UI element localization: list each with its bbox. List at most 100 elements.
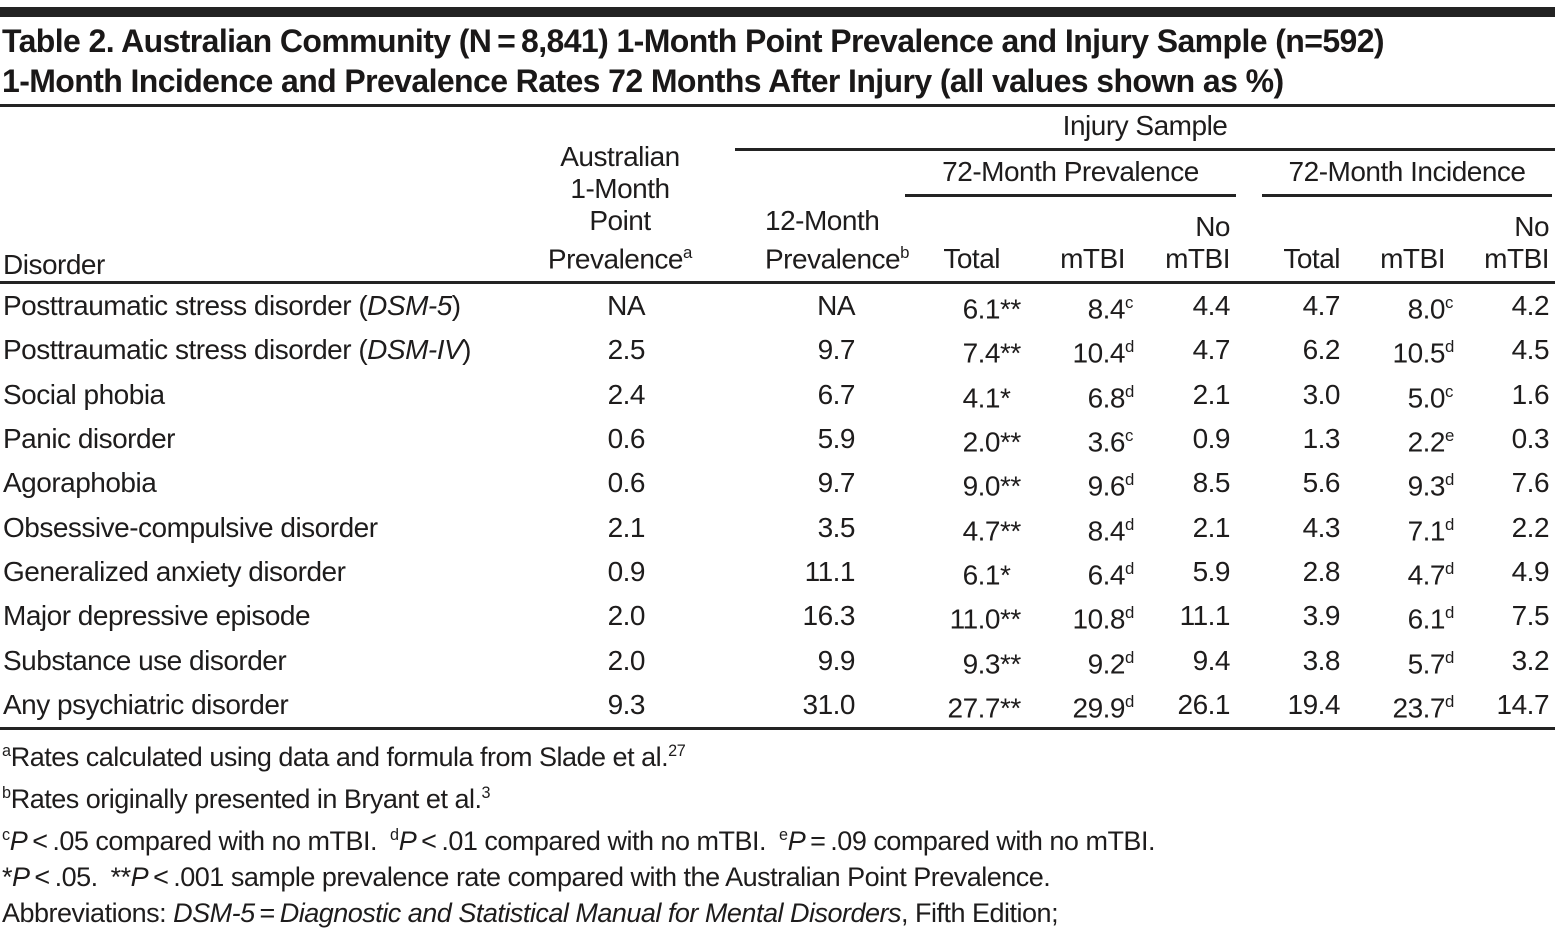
value-cell: 2.0 [607, 644, 646, 676]
value-cell: 2.4 [607, 378, 646, 410]
value-cell: 6.4d [1087, 558, 1135, 591]
value-cell: 2.8 [1302, 556, 1341, 588]
value-cell: NA [500, 281, 710, 329]
value-cell: 6.1** [861, 281, 1021, 329]
value-cell: 4.1* [962, 381, 1011, 413]
col-header-incidence-total: Total [1283, 243, 1340, 274]
disorder-cell: Any psychiatric disorder [0, 682, 500, 731]
col-header-prevalence-no-mtbi: No mTBI [1165, 211, 1230, 274]
disorder-cell: Generalized anxiety disorder [3, 556, 346, 588]
value-cell: 14.7 [1451, 682, 1555, 731]
value-cell: 0.6 [607, 423, 646, 455]
value-cell: 23.7d [1346, 682, 1454, 731]
value-cell: 8.0c [1346, 281, 1453, 329]
table-row: Obsessive-compulsive disorder 2.1 3.5 4.… [0, 506, 1555, 550]
value-cell: 11.1 [804, 556, 856, 588]
value-cell: 9.4 [1192, 644, 1231, 676]
value-cell: 2.0 [607, 600, 646, 632]
col-header-disorder: Disorder [3, 249, 105, 280]
col-header-australian-prevalence: Australian 1-Month Point Prevalencea [547, 140, 693, 274]
value-cell: 3.9 [1302, 600, 1341, 632]
value-cell: 26.1 [1131, 682, 1236, 731]
value-cell: 2.0** [962, 426, 1022, 458]
value-cell: 2.2 [1511, 511, 1550, 543]
footnote-abbreviations-1: Abbreviations: DSM-5 = Diagnostic and St… [2, 898, 1059, 929]
table-title-line1: Table 2. Australian Community (N = 8,841… [2, 23, 1385, 59]
value-cell: 2.1 [1192, 511, 1231, 543]
top-rule [0, 7, 1555, 17]
value-cell: 9.3d [1407, 470, 1455, 502]
value-cell: 5.0c [1407, 381, 1454, 413]
value-cell: 3.2 [1511, 644, 1550, 676]
footnote-cde: cP < .05 compared with no mTBI. dP < .01… [2, 826, 1155, 857]
value-cell: 4.2 [1451, 281, 1555, 329]
value-cell: 5.7d [1407, 647, 1455, 679]
value-cell: 6.1d [1407, 603, 1455, 635]
table-row: Agoraphobia 0.6 9.7 9.0** 9.6d 8.5 5.6 9… [0, 461, 1555, 505]
value-cell: 9.9 [817, 644, 856, 676]
value-cell: 8.5 [1192, 467, 1231, 499]
table-row: Posttraumatic stress disorder (DSM-5) NA… [0, 281, 1555, 329]
footnote-a: aRates calculated using data and formula… [2, 742, 686, 773]
value-cell: 4.5 [1511, 334, 1550, 366]
col-header-prevalence-total: Total [943, 243, 1000, 274]
table-title-line2: 1-Month Incidence and Prevalence Rates 7… [2, 63, 1284, 99]
value-cell: 8.4d [1087, 514, 1135, 546]
value-cell: 19.4 [1236, 682, 1346, 731]
value-cell: 4.7 [1236, 281, 1346, 329]
value-cell: NA [710, 281, 861, 329]
value-cell: 0.3 [1511, 423, 1550, 455]
value-cell: 0.9 [1192, 423, 1231, 455]
table-row: Any psychiatric disorder 9.3 31.0 27.7**… [0, 682, 1555, 731]
value-cell: 9.6d [1087, 470, 1135, 502]
value-cell: 10.8d [1072, 603, 1135, 635]
value-cell: 0.6 [607, 467, 646, 499]
value-cell: 0.9 [607, 556, 646, 588]
value-cell: 9.3** [962, 647, 1022, 679]
value-cell: 4.3 [1302, 511, 1341, 543]
value-cell: 7.5 [1511, 600, 1550, 632]
value-cell: 2.2e [1407, 425, 1455, 458]
value-cell: 2.1 [607, 511, 646, 543]
table-title: Table 2. Australian Community (N = 8,841… [0, 17, 1555, 107]
value-cell: 8.4c [1006, 281, 1133, 329]
value-cell: 2.1 [1192, 378, 1231, 410]
col-header-prevalence-mtbi: mTBI [1060, 243, 1125, 274]
value-cell: 5.6 [1302, 467, 1341, 499]
spanner-72-month-prevalence: 72-Month Prevalence [861, 151, 1236, 197]
value-cell: 4.9 [1511, 556, 1550, 588]
table-row: Posttraumatic stress disorder (DSM-IV) 2… [0, 328, 1555, 372]
footnote-significance: *P < .05. **P < .001 sample prevalence r… [2, 862, 1051, 893]
disorder-cell: Major depressive episode [3, 600, 311, 632]
value-cell: 29.9d [1006, 682, 1134, 731]
value-cell: 9.7 [817, 467, 856, 499]
value-cell: 2.5 [607, 334, 646, 366]
disorder-cell: Posttraumatic stress disorder (DSM-5) [0, 281, 500, 329]
table-row: Generalized anxiety disorder 0.9 11.1 6.… [0, 550, 1555, 594]
value-cell: 7.1d [1407, 514, 1455, 546]
disorder-cell: Agoraphobia [3, 467, 157, 499]
value-cell: 10.5d [1392, 337, 1455, 369]
value-cell: 9.7 [817, 334, 856, 366]
col-header-12-month-prevalence: 12-Month Prevalenceb [765, 204, 910, 274]
value-cell: 11.1 [1179, 600, 1231, 632]
value-cell: 3.6c [1087, 425, 1134, 458]
value-cell: 10.4d [1072, 337, 1135, 369]
value-cell: 4.7 [1192, 334, 1231, 366]
disorder-cell: Panic disorder [3, 423, 175, 455]
value-cell: 11.0** [949, 603, 1022, 635]
disorder-cell: Social phobia [3, 378, 165, 410]
prevalence-table: Disorder Australian 1-Month Point Preval… [0, 107, 1555, 731]
table-row: Panic disorder 0.6 5.9 2.0** 3.6c 0.9 1.… [0, 417, 1555, 461]
value-cell: 4.7d [1407, 558, 1455, 591]
value-cell: 6.7 [817, 378, 856, 410]
value-cell: 27.7** [861, 682, 1021, 731]
disorder-cell: Substance use disorder [3, 644, 287, 676]
col-header-incidence-mtbi: mTBI [1380, 243, 1445, 274]
value-cell: 6.1* [962, 559, 1011, 591]
value-cell: 9.3 [500, 682, 710, 731]
spanner-injury-sample: Injury Sample [710, 107, 1555, 151]
value-cell: 16.3 [802, 600, 856, 632]
value-cell: 6.2 [1302, 334, 1341, 366]
value-cell: 7.4** [962, 337, 1022, 369]
